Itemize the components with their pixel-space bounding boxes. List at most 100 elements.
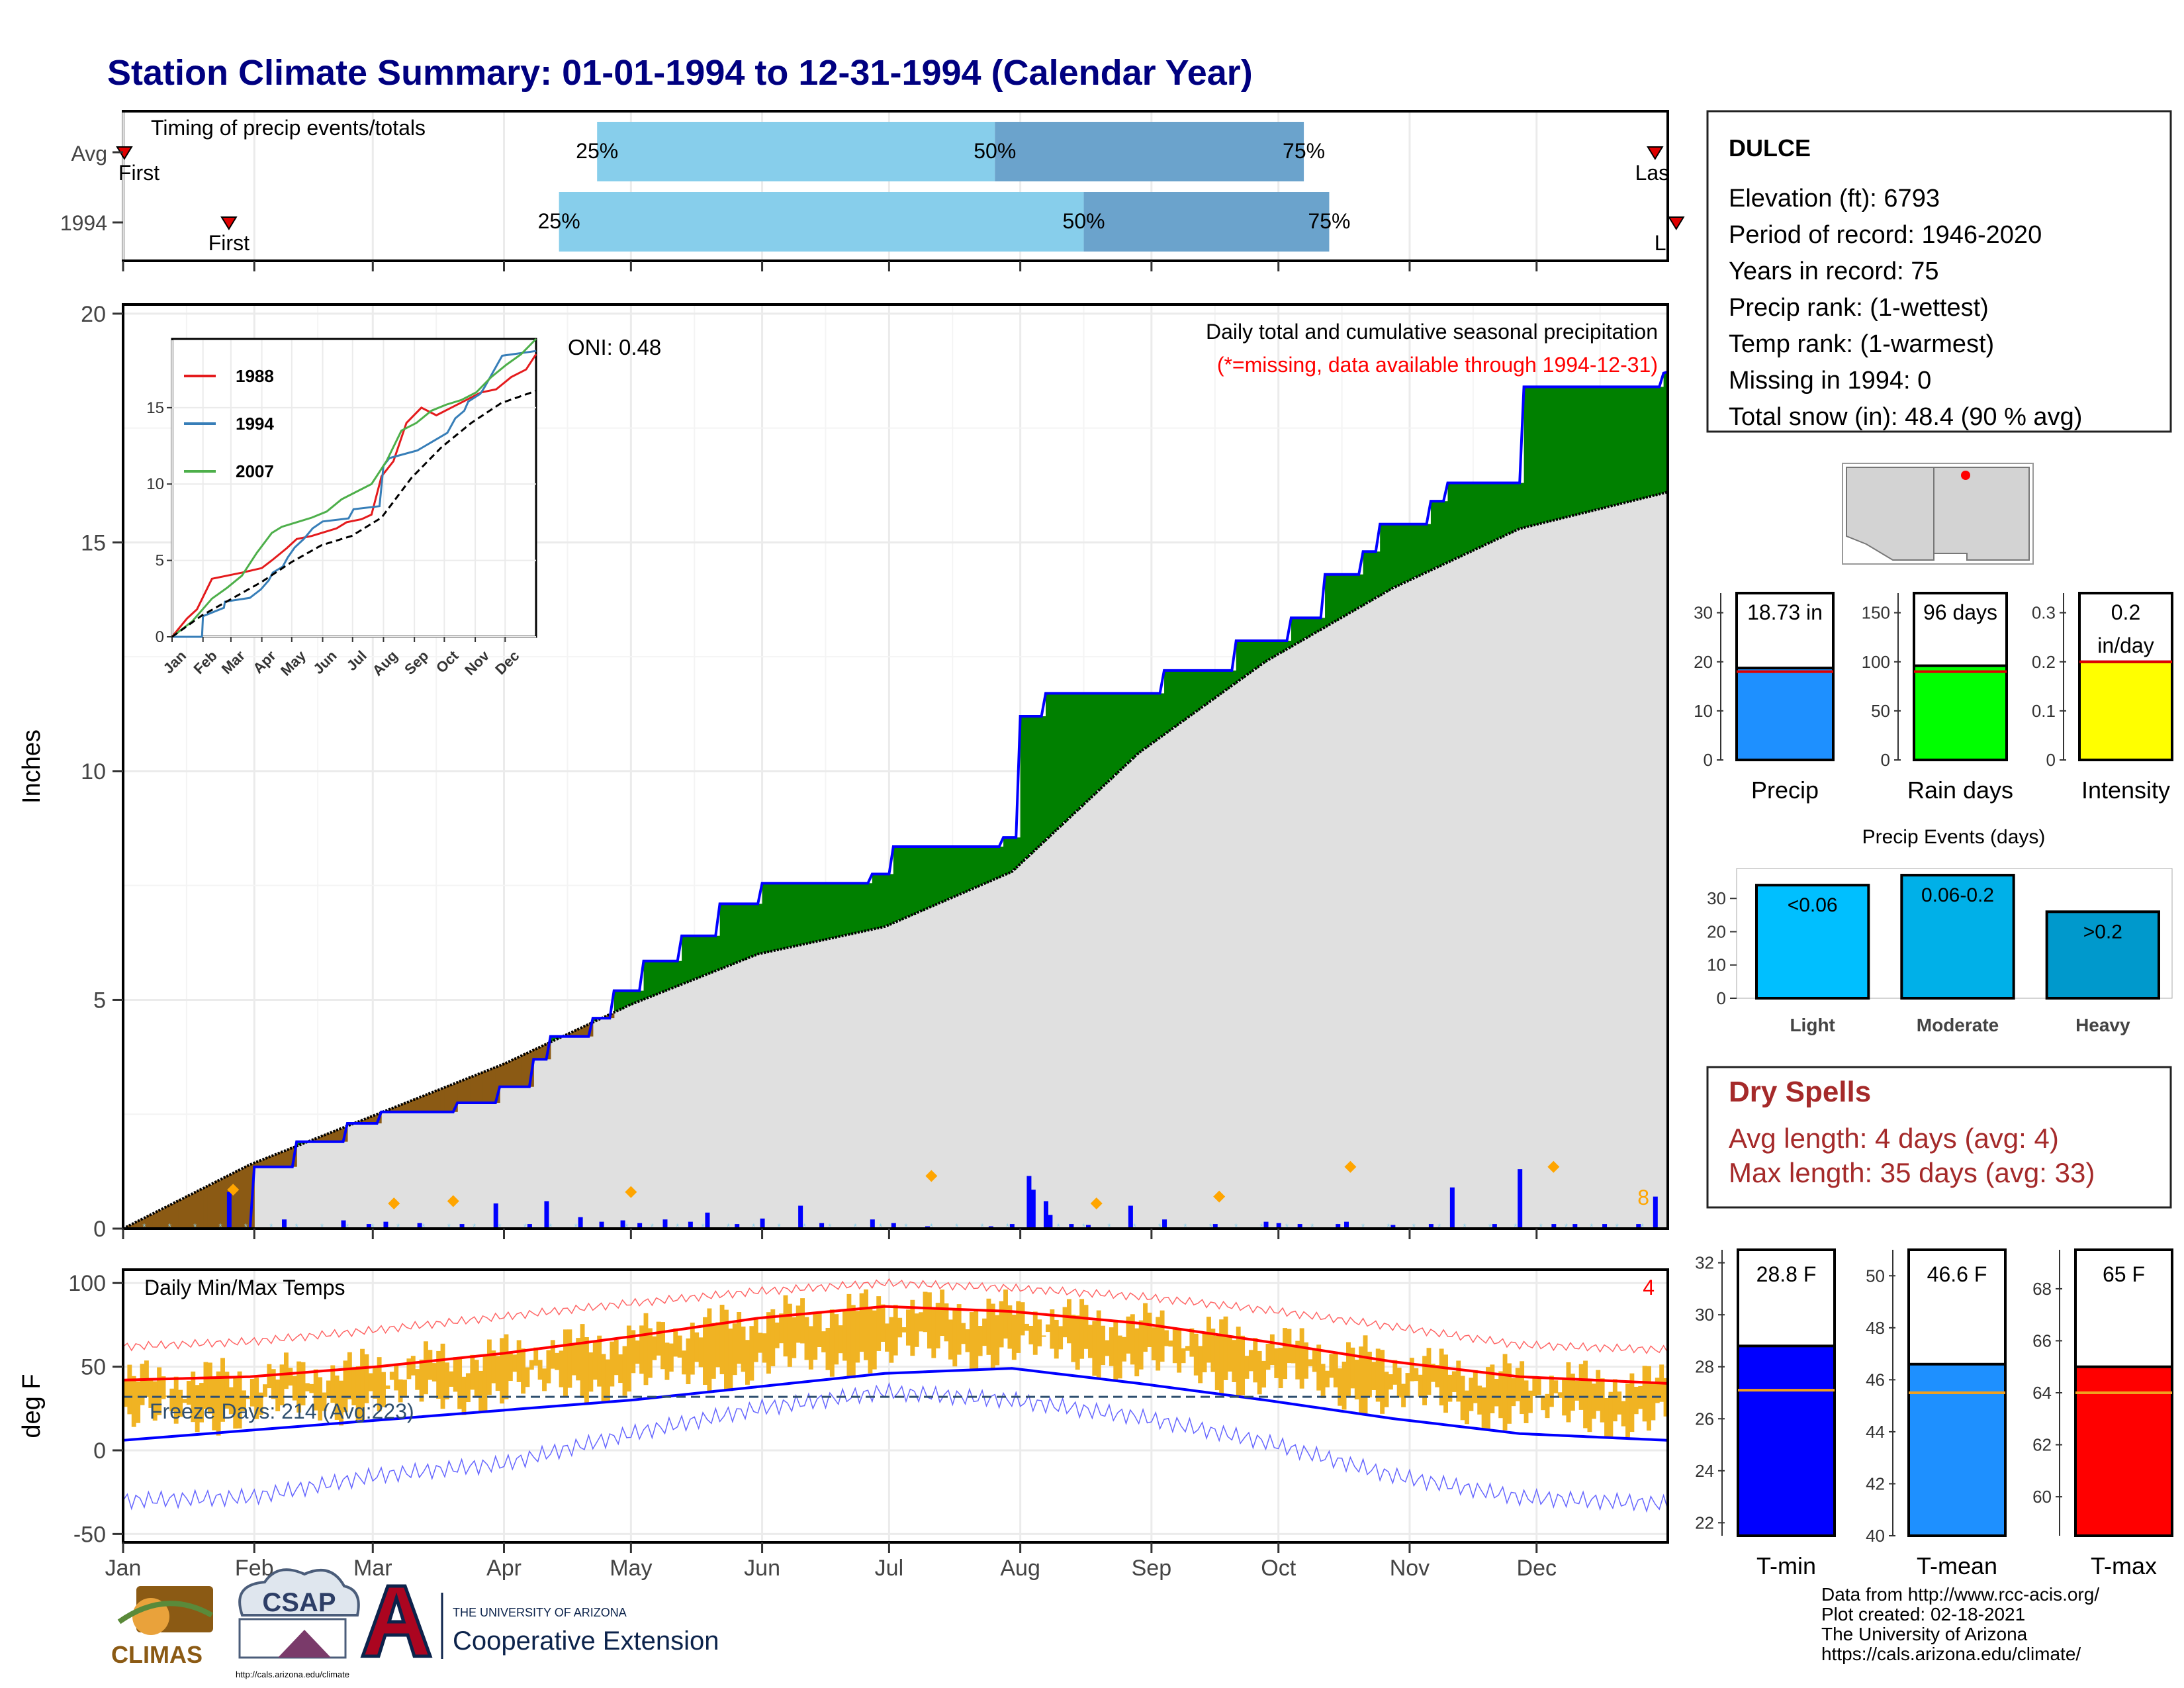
daily-temp-bar — [1206, 1317, 1211, 1363]
daily-temp-bar — [1608, 1391, 1614, 1438]
below-normal-band — [571, 1031, 576, 1037]
daily-temp-bar — [1642, 1366, 1647, 1422]
daily-temp-bar — [424, 1341, 428, 1395]
daily-temp-bar — [1214, 1335, 1220, 1391]
below-normal-band — [512, 1058, 518, 1087]
above-normal-band — [643, 961, 649, 999]
missing-marker: * — [142, 1221, 146, 1232]
above-normal-band — [1600, 387, 1605, 508]
missing-marker: * — [396, 1221, 400, 1232]
below-normal-band — [415, 1098, 420, 1112]
daily-temp-bar — [1240, 1335, 1246, 1395]
below-normal-band — [186, 1196, 191, 1229]
daily-temp-bar — [224, 1372, 230, 1409]
below-normal-band — [271, 1155, 276, 1167]
above-normal-band — [1032, 716, 1038, 851]
below-normal-band — [254, 1162, 259, 1167]
first-event-marker — [220, 216, 238, 230]
missing-marker: * — [1158, 1221, 1162, 1232]
above-normal-band — [707, 935, 712, 974]
above-normal-band — [1515, 483, 1520, 530]
daily-temp-bar — [140, 1364, 145, 1405]
daily-precip-bar — [417, 1223, 422, 1229]
daily-temp-bar — [377, 1357, 382, 1411]
daily-temp-bar — [673, 1328, 678, 1357]
below-normal-band — [580, 1027, 585, 1037]
daily-precip-bar — [1009, 1224, 1015, 1229]
daily-temp-bar — [834, 1314, 839, 1365]
daily-precip-bar — [1336, 1224, 1341, 1229]
above-normal-band — [864, 883, 869, 931]
daily-temp-bar — [668, 1343, 674, 1372]
daily-temp-bar — [1007, 1305, 1013, 1349]
daily-precip-bar — [544, 1201, 549, 1229]
below-normal-band — [318, 1137, 323, 1142]
daily-temp-bar — [1189, 1328, 1195, 1357]
daily-temp-bar — [626, 1325, 631, 1392]
above-normal-band — [1625, 387, 1631, 502]
daily-temp-bar — [576, 1338, 581, 1381]
month-label: Apr — [486, 1556, 522, 1581]
above-normal-band — [813, 883, 818, 942]
daily-temp-bar — [1469, 1378, 1474, 1411]
temp-summary-ytick-label: 66 — [2032, 1331, 2052, 1350]
above-normal-band — [1562, 387, 1567, 518]
daily-temp-bar — [525, 1367, 530, 1387]
daily-temp-bar — [961, 1323, 966, 1344]
above-normal-band — [1350, 574, 1355, 612]
above-normal-band — [1214, 670, 1220, 697]
daily-temp-bar — [419, 1359, 424, 1402]
daily-temp-bar — [1037, 1319, 1042, 1346]
timing-bar-q25-q50 — [559, 192, 1084, 252]
missing-marker: * — [1183, 1221, 1187, 1232]
daily-temp-bar — [1426, 1348, 1432, 1395]
above-normal-band — [1401, 524, 1406, 583]
daily-temp-bar — [821, 1331, 826, 1352]
daily-temp-bar — [690, 1323, 695, 1375]
daily-precip-bar — [1428, 1224, 1433, 1229]
daily-temp-bar — [935, 1303, 940, 1348]
csap-url: http://cals.arizona.edu/climate — [236, 1669, 349, 1679]
timing-q25-label: 25% — [576, 139, 618, 163]
daily-precip-bar — [1263, 1221, 1269, 1229]
below-normal-band — [500, 1064, 505, 1087]
daily-temp-bar — [207, 1362, 212, 1414]
below-normal-band — [419, 1096, 424, 1112]
heavy-event-diamond — [1344, 1160, 1357, 1173]
daily-temp-bar — [889, 1317, 894, 1363]
missing-marker: * — [1310, 1221, 1314, 1232]
daily-temp-bar — [796, 1305, 801, 1343]
daily-temp-bar — [1223, 1316, 1228, 1380]
daily-temp-bar — [804, 1317, 809, 1360]
below-normal-band — [491, 1068, 496, 1103]
above-normal-band — [1524, 387, 1529, 528]
below-normal-band — [432, 1092, 437, 1112]
daily-temp-bar — [584, 1337, 589, 1405]
daily-temp-bar — [880, 1304, 886, 1342]
daily-precip-bar — [1069, 1224, 1074, 1229]
below-normal-band — [470, 1076, 475, 1103]
heavy-event-diamond — [625, 1186, 637, 1198]
above-normal-band — [1122, 693, 1127, 767]
daily-temp-bar — [1409, 1358, 1414, 1382]
heavy-event-diamond — [1213, 1190, 1226, 1203]
daily-temp-bar — [1367, 1351, 1372, 1397]
below-normal-band — [220, 1178, 226, 1229]
above-normal-band — [1105, 693, 1110, 783]
above-normal-band — [1071, 693, 1076, 815]
temp-summary-category-label: T-mean — [1917, 1552, 1997, 1579]
above-normal-band — [737, 904, 742, 962]
missing-marker: * — [651, 1221, 655, 1232]
daily-temp-bar — [770, 1309, 776, 1366]
daily-temp-bar — [571, 1344, 576, 1376]
above-normal-band — [592, 1018, 598, 1021]
summary-value-label: in/day — [2097, 633, 2154, 657]
above-normal-band — [965, 846, 970, 891]
below-normal-band — [521, 1055, 526, 1087]
daily-temp-bar — [1050, 1309, 1055, 1349]
daily-temp-bar — [512, 1354, 518, 1372]
daily-temp-bar — [351, 1367, 357, 1406]
timing-bar-q50-q75 — [1083, 192, 1330, 252]
daily-temp-bar — [1232, 1340, 1237, 1382]
below-normal-band — [140, 1219, 145, 1229]
